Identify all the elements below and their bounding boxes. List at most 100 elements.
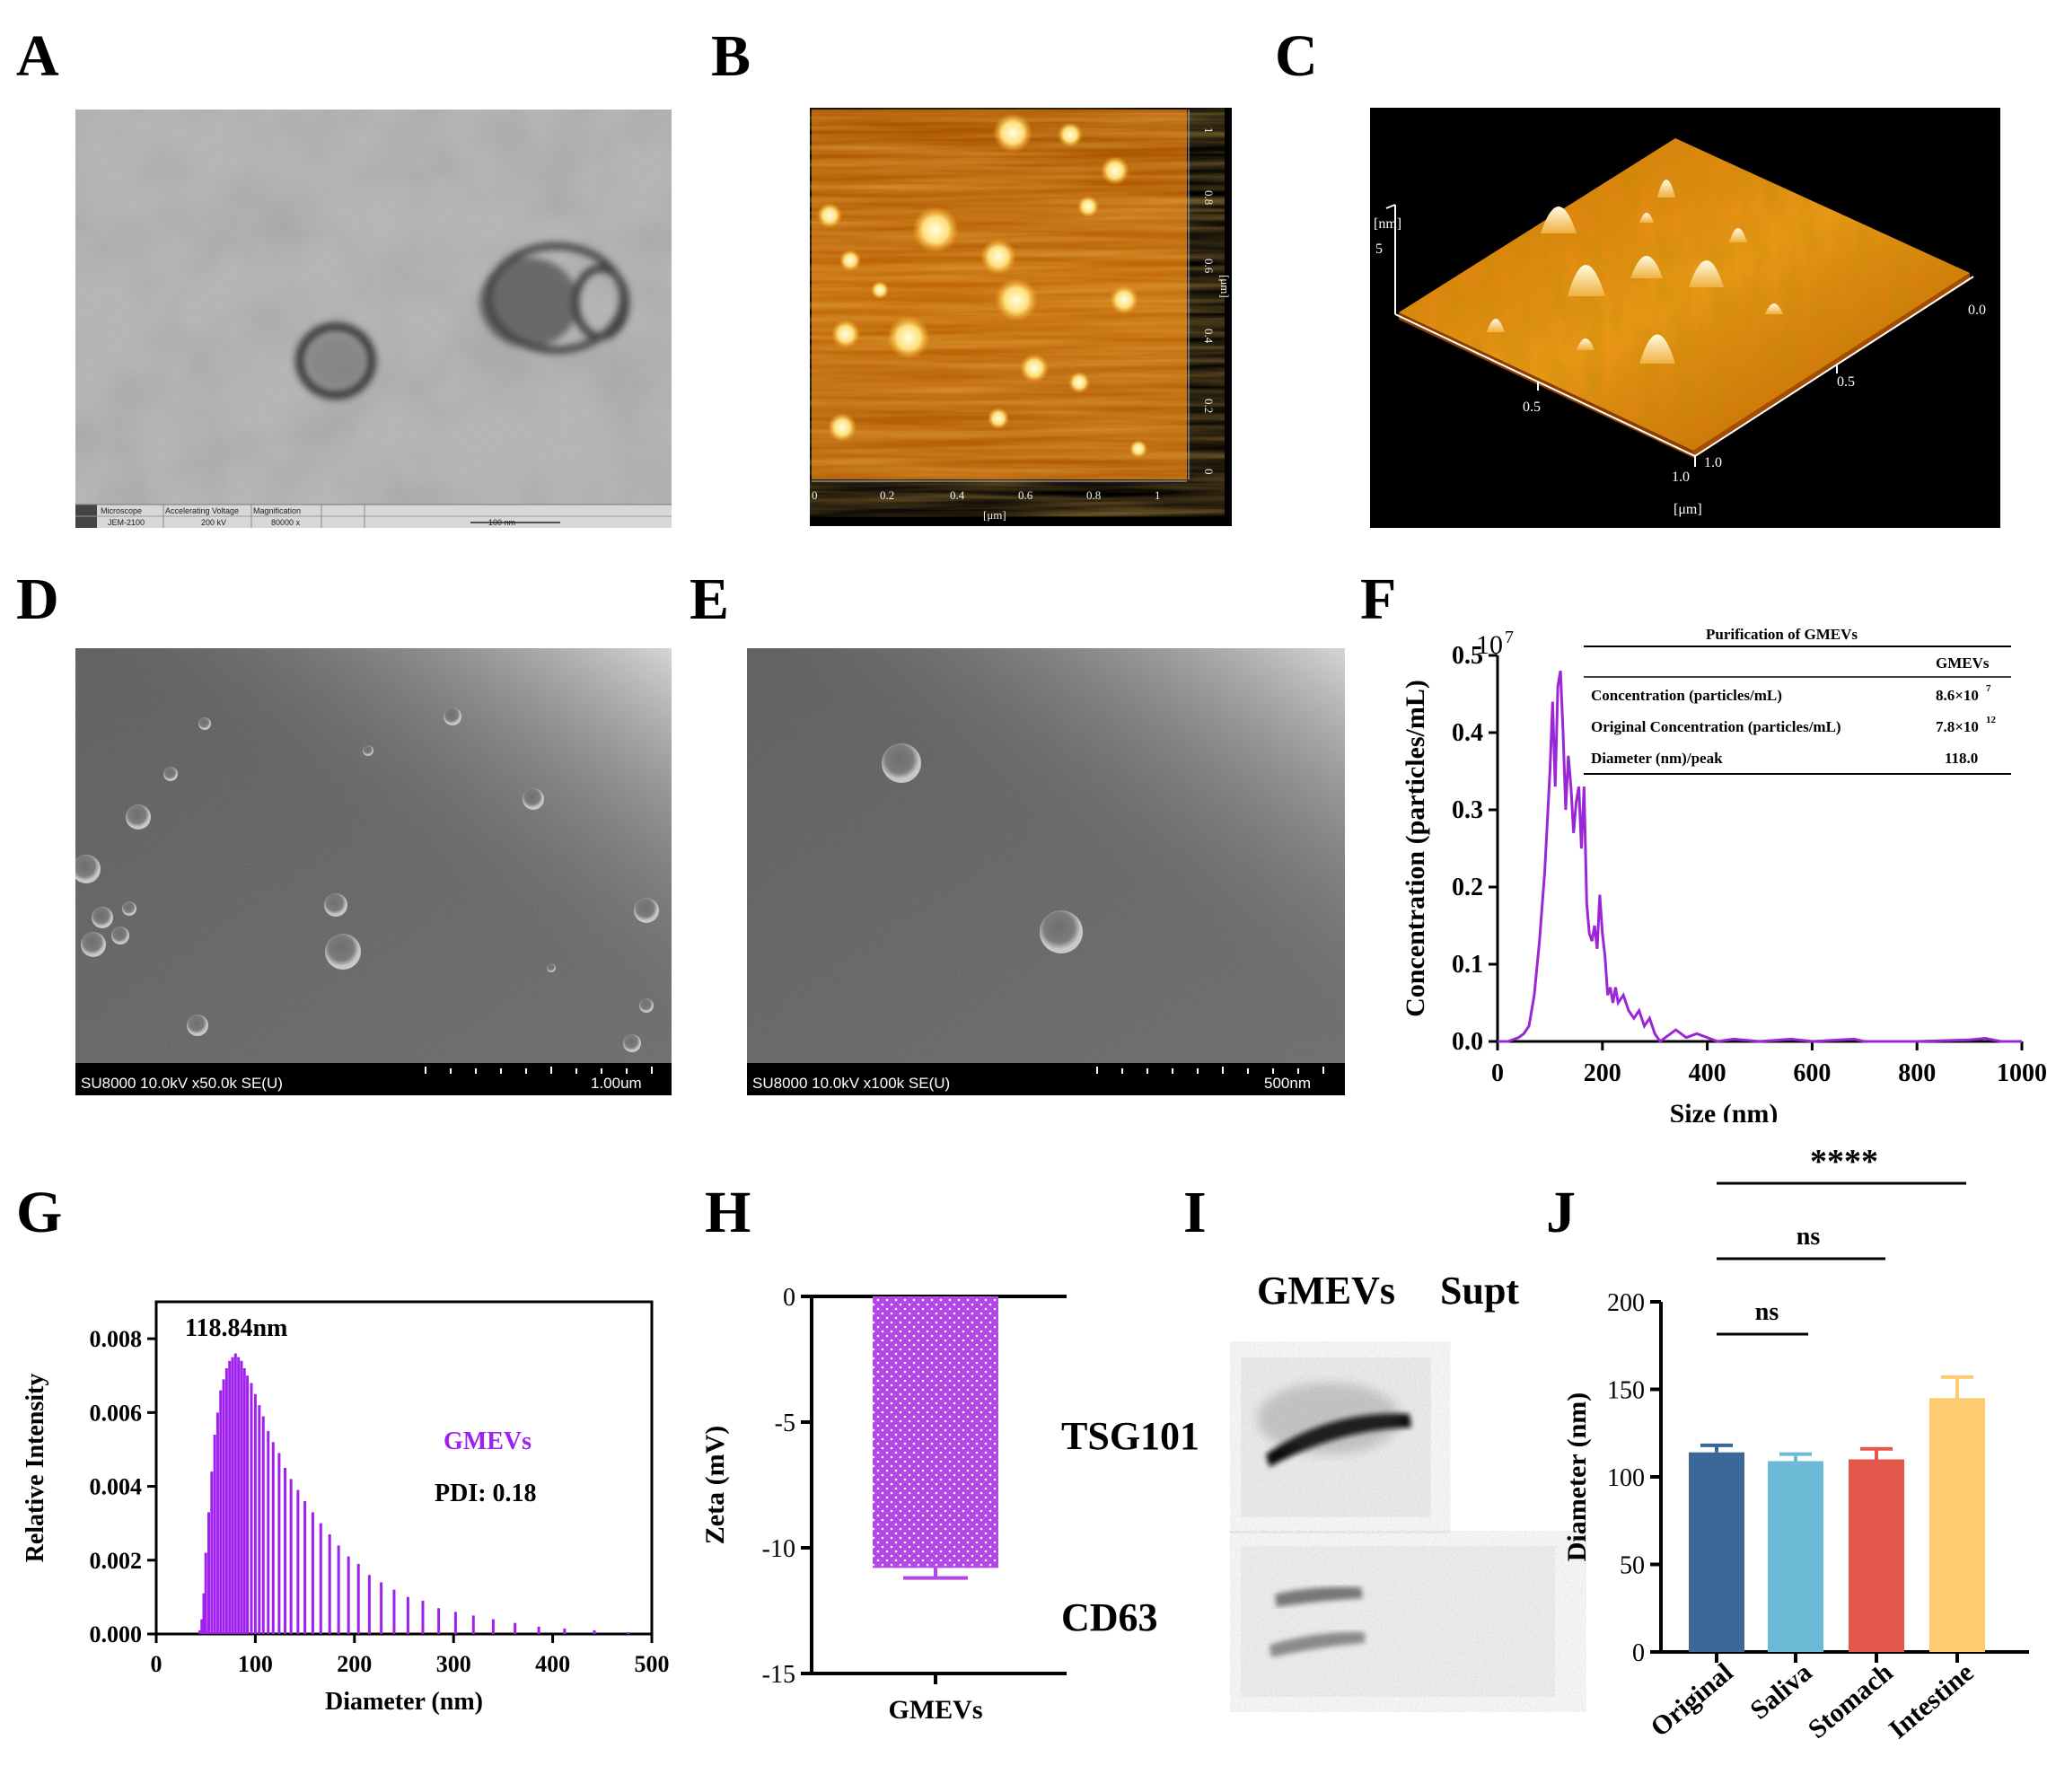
f-x-tick-label-1: 200 [1584,1059,1621,1087]
afm3d-z-tick: 5 [1375,242,1383,257]
g-x-axis-label: Diameter (nm) [325,1688,483,1716]
f-table-row-0-name: Concentration (particles/mL) [1591,687,1782,704]
j-x-tick-label-stomach: Stomach [1803,1657,1899,1744]
afm3d-tick-right-0: 1.0 [1704,455,1722,470]
sem-scale-50k: 1.00um [591,1075,642,1092]
f-x-axis-label: Size (nm) [1670,1099,1779,1122]
tem-info-header-magnification: Magnification [253,506,301,515]
chart-j: 0 50 100 150 200 Original Saliva Stomach Intesti… [1553,1131,2047,1788]
afm3d-tick-right-1: 0.5 [1837,374,1855,390]
g-plot-frame [154,1300,654,1636]
panel-label-g: G [16,1180,63,1245]
f-y-tick-label-3: 0.3 [1452,796,1483,824]
tem-image: Microscope Accelerating Voltage Magnific… [75,110,672,528]
j-bar-saliva [1768,1461,1823,1652]
g-y-tick-label-0: 0.000 [90,1621,143,1647]
g-peak-label: 118.84nm [185,1314,287,1342]
f-table-title: Purification of GMEVs [1706,626,1858,643]
f-series-line [1498,670,2022,1044]
afm-x-tick-3: 0.6 [1018,488,1033,502]
afm-x-tick-5: 1 [1155,488,1161,502]
f-y-tick-label-4: 0.4 [1452,719,1483,747]
f-x-tick-label-4: 800 [1898,1059,1936,1087]
f-x-tick-label-2: 400 [1689,1059,1726,1087]
f-table-row-1-name: Original Concentration (particles/mL) [1591,718,1841,735]
g-x-tick-label-1: 100 [238,1651,273,1677]
j-x-tick-label-original: Original [1645,1657,1738,1743]
sem-info-100k: SU8000 10.0kV x100k SE(U) [752,1075,950,1092]
sem-image-100k: SU8000 10.0kV x100k SE(U) 500nm [747,648,1345,1095]
afm-x-tick-0: 0 [812,488,818,502]
g-y-tick-label-3: 0.006 [90,1400,143,1426]
blot-lane-gmevs: GMEVs [1257,1269,1395,1313]
panel-label-e: E [690,567,730,632]
f-exponent-power: 7 [1505,628,1514,647]
chart-f: 10 7 Purification of GMEVs GMEVs Concent… [1383,619,2047,1129]
western-blot: GMEVs Supt TSG101 [1230,1257,1589,1724]
afm3d-unit: [μm] [1674,502,1702,517]
j-y-tick-label-4: 200 [1607,1289,1645,1317]
panel-label-c: C [1275,23,1318,89]
j-x-tick-label-intestine: Intestine [1884,1657,1980,1744]
h-y-axis-label: Zeta (mV) [700,1426,730,1544]
f-table-row-1-base: 7.8×10 [1936,718,1979,735]
afm3d-z-unit: [nm] [1374,216,1401,232]
panel-label-a: A [16,23,59,89]
panel-label-i: I [1183,1180,1207,1245]
j-bar-stomach [1849,1459,1904,1652]
afm-y-tick-3: 0.4 [1202,329,1216,344]
afm-3d-image: [nm] 5 0.5 1.0 1.0 0.5 0.0 [μm] [1370,108,2000,528]
panel-label-f: F [1360,567,1397,632]
sem-info-50k: SU8000 10.0kV x50.0k SE(U) [81,1075,283,1092]
j-y-axis-label: Diameter (nm) [1562,1392,1592,1562]
h-x-tick-label-gmevs: GMEVs [889,1695,983,1725]
afm-y-tick-4: 0.2 [1202,399,1216,413]
tem-scale-label: 100 nm [488,518,515,527]
g-x-tick-label-3: 300 [436,1651,471,1677]
g-x-tick-label-5: 500 [635,1651,670,1677]
j-bar-original [1689,1452,1744,1652]
j-sig-label-1: ns [1797,1223,1821,1251]
f-y-axis-label: Concentration (particles/mL) [1401,680,1430,1017]
blot-band-cd63-lower [1269,1631,1365,1657]
f-table-row-1-exp: 12 [1986,715,1997,725]
tem-info-value-microscope: JEM-2100 [108,518,145,527]
h-y-tick-label-3: -15 [762,1661,795,1689]
j-bar-intestine [1929,1398,1985,1652]
sem-image-50k: SU8000 10.0kV x50.0k SE(U) 1.00um [75,648,672,1095]
f-y-tick-label-5: 0.5 [1452,642,1483,670]
h-y-tick-label-0: 0 [783,1284,795,1312]
f-y-tick-label-1: 0.1 [1452,951,1483,979]
f-table-row-0-exp: 7 [1986,683,1991,694]
g-y-tick-label-1: 0.002 [90,1548,143,1574]
h-y-tick-label-2: -10 [762,1535,795,1563]
panel-label-j: J [1546,1180,1576,1245]
afm-x-tick-2: 0.4 [950,488,965,502]
tem-info-value-magnification: 80000 x [271,518,301,527]
h-bar-gmevs [873,1296,998,1568]
j-sig-label-2: ns [1755,1298,1779,1326]
f-x-tick-label-3: 600 [1793,1059,1831,1087]
afm-x-tick-4: 0.8 [1086,488,1101,502]
f-table: Purification of GMEVs GMEVs Concentratio… [1584,626,2011,775]
tem-info-value-voltage: 200 kV [201,518,226,527]
panel-label-h: H [705,1180,751,1245]
tem-info-header-microscope: Microscope [101,506,142,515]
j-sig-label-0: **** [1810,1143,1878,1181]
afm-y-tick-1: 0.8 [1202,190,1216,205]
blot-label-cd63-text: CD63 [1061,1595,1158,1639]
j-y-tick-label-3: 150 [1607,1377,1645,1405]
blot-lane-supt: Supt [1440,1269,1519,1313]
tem-info-header-voltage: Accelerating Voltage [165,506,239,515]
g-x-tick-label-4: 400 [535,1651,570,1677]
afm-x-unit: [μm] [983,508,1006,522]
g-series-label: GMEVs [444,1427,532,1455]
f-x-tick-label-5: 1000 [1997,1059,2047,1087]
h-y-tick-label-1: -5 [775,1410,795,1437]
afm-y-unit: [μm] [1218,275,1232,298]
sem-scale-100k: 500nm [1264,1075,1311,1092]
afm-x-tick-1: 0.2 [880,488,894,502]
j-y-tick-label-0: 0 [1632,1639,1645,1667]
f-table-col: GMEVs [1936,654,1990,672]
chart-g: 118.84nm GMEVs PDI: 0.18 0.000 0.002 0.004… [18,1275,682,1742]
